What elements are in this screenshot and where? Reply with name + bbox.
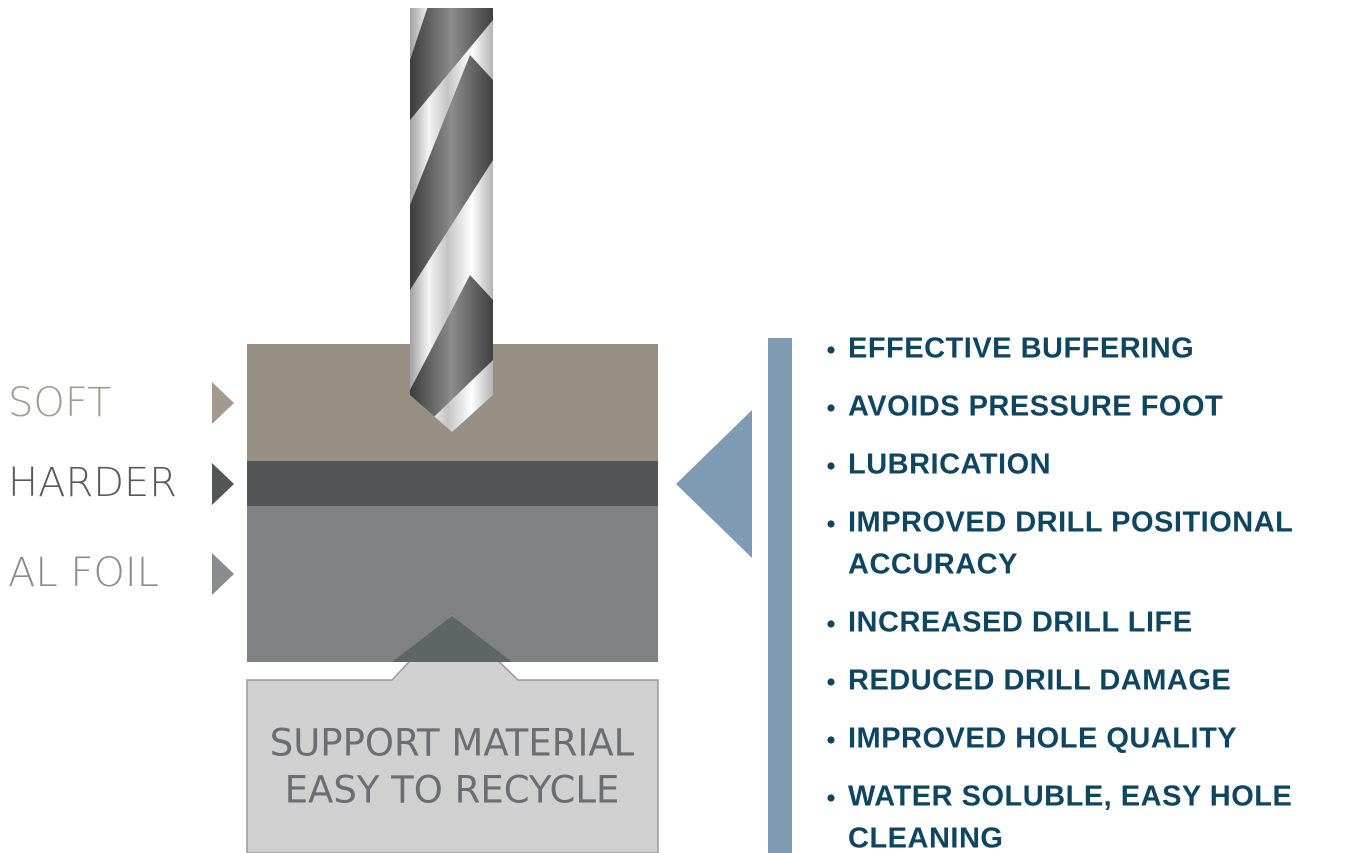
- bullet: [827, 520, 835, 528]
- bullet: [827, 346, 835, 354]
- layer-label: SOFT: [8, 380, 112, 426]
- benefit-text: INCREASED DRILL LIFE: [848, 607, 1193, 639]
- support-text: SUPPORT MATERIAL: [270, 722, 635, 765]
- benefit-text: CLEANING: [848, 823, 1003, 853]
- benefit-text: IMPROVED DRILL POSITIONAL: [848, 507, 1293, 539]
- benefit-text: LUBRICATION: [848, 449, 1051, 481]
- support-box: [246, 614, 659, 853]
- bullet: [827, 462, 835, 470]
- pointer: [676, 410, 752, 558]
- benefit-text: IMPROVED HOLE QUALITY: [848, 723, 1237, 755]
- benefit-text: REDUCED DRILL DAMAGE: [848, 665, 1231, 697]
- support-text: EASY TO RECYCLE: [285, 769, 620, 812]
- bar: [768, 338, 792, 853]
- layer-label: HARDER: [8, 460, 177, 506]
- bullet: [827, 794, 835, 802]
- layer-label: AL FOIL: [8, 550, 159, 596]
- arrow: [212, 463, 234, 505]
- benefit-text: EFFECTIVE BUFFERING: [848, 333, 1194, 365]
- drill: [410, 8, 493, 432]
- benefit-list: EFFECTIVE BUFFERING AVOIDS PRESSURE FOOT L…: [827, 333, 1293, 853]
- bullet: [827, 678, 835, 686]
- benefit-text: ACCURACY: [848, 549, 1018, 581]
- benefit-text: WATER SOLUBLE, EASY HOLE: [848, 781, 1292, 813]
- benefit-text: AVOIDS PRESSURE FOOT: [848, 391, 1223, 423]
- arrow: [212, 553, 234, 595]
- bullet: [827, 404, 835, 412]
- harder-layer: [247, 461, 658, 506]
- support-overlap: [392, 616, 512, 662]
- bullet: [827, 736, 835, 744]
- bullet: [827, 620, 835, 628]
- arrow: [212, 382, 234, 424]
